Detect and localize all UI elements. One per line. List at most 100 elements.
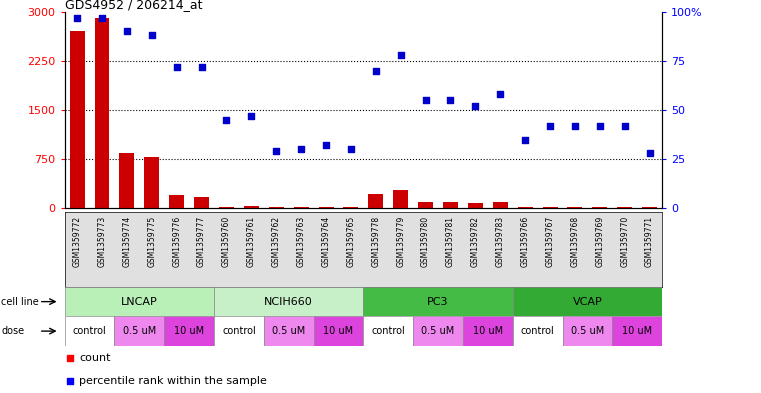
- Text: GSM1359761: GSM1359761: [247, 216, 256, 267]
- Point: [644, 150, 656, 156]
- Bar: [319, 207, 333, 208]
- Point: [569, 123, 581, 129]
- Text: 10 uM: 10 uM: [323, 326, 354, 336]
- Text: GSM1359770: GSM1359770: [620, 216, 629, 267]
- Bar: [413, 316, 463, 346]
- Point: [64, 354, 76, 361]
- Text: GSM1359767: GSM1359767: [546, 216, 555, 267]
- Text: percentile rank within the sample: percentile rank within the sample: [79, 376, 267, 386]
- Bar: [562, 316, 613, 346]
- Point: [96, 15, 108, 21]
- Bar: [214, 287, 364, 316]
- Text: count: count: [79, 353, 110, 363]
- Text: GSM1359778: GSM1359778: [371, 216, 380, 267]
- Bar: [244, 206, 259, 208]
- Text: 0.5 uM: 0.5 uM: [422, 326, 454, 336]
- Point: [544, 123, 556, 129]
- Point: [295, 146, 307, 152]
- Point: [64, 378, 76, 384]
- Bar: [65, 287, 214, 316]
- Text: dose: dose: [2, 326, 24, 336]
- Bar: [214, 316, 264, 346]
- Text: GSM1359774: GSM1359774: [123, 216, 132, 267]
- Text: GSM1359772: GSM1359772: [72, 216, 81, 267]
- Text: GSM1359769: GSM1359769: [595, 216, 604, 267]
- Point: [519, 136, 531, 143]
- Text: GSM1359781: GSM1359781: [446, 216, 455, 267]
- Bar: [219, 207, 234, 208]
- Text: GSM1359765: GSM1359765: [346, 216, 355, 267]
- Point: [419, 97, 431, 103]
- Bar: [617, 207, 632, 208]
- Text: GSM1359776: GSM1359776: [172, 216, 181, 267]
- Bar: [70, 31, 84, 208]
- Text: GSM1359760: GSM1359760: [222, 216, 231, 267]
- Text: GSM1359773: GSM1359773: [97, 216, 107, 267]
- Text: GSM1359779: GSM1359779: [396, 216, 405, 267]
- Bar: [114, 316, 164, 346]
- Text: 10 uM: 10 uM: [174, 326, 204, 336]
- Bar: [368, 194, 384, 208]
- Point: [245, 113, 257, 119]
- Bar: [513, 287, 662, 316]
- Point: [370, 68, 382, 74]
- Bar: [393, 190, 408, 208]
- Text: GSM1359763: GSM1359763: [297, 216, 306, 267]
- Text: 0.5 uM: 0.5 uM: [571, 326, 604, 336]
- Bar: [513, 316, 562, 346]
- Text: GSM1359766: GSM1359766: [521, 216, 530, 267]
- Bar: [194, 196, 209, 208]
- Text: 10 uM: 10 uM: [473, 326, 503, 336]
- Point: [170, 64, 183, 70]
- Text: control: control: [521, 326, 555, 336]
- Text: GSM1359771: GSM1359771: [645, 216, 654, 267]
- Bar: [164, 316, 214, 346]
- Point: [196, 64, 208, 70]
- Bar: [65, 316, 114, 346]
- Bar: [613, 316, 662, 346]
- Text: PC3: PC3: [427, 297, 449, 307]
- Bar: [264, 316, 314, 346]
- Point: [494, 91, 506, 97]
- Text: NCIH660: NCIH660: [264, 297, 313, 307]
- Text: control: control: [222, 326, 256, 336]
- Text: 0.5 uM: 0.5 uM: [123, 326, 156, 336]
- Point: [444, 97, 457, 103]
- Text: GDS4952 / 206214_at: GDS4952 / 206214_at: [65, 0, 202, 11]
- Point: [345, 146, 357, 152]
- Point: [594, 123, 606, 129]
- Point: [270, 148, 282, 154]
- Text: GSM1359775: GSM1359775: [148, 216, 156, 267]
- Text: GSM1359777: GSM1359777: [197, 216, 206, 267]
- Text: control: control: [73, 326, 107, 336]
- Bar: [463, 316, 513, 346]
- Bar: [443, 202, 458, 208]
- Text: 10 uM: 10 uM: [622, 326, 652, 336]
- Bar: [642, 207, 657, 208]
- Bar: [119, 152, 135, 208]
- Point: [221, 117, 233, 123]
- Point: [619, 123, 631, 129]
- Text: GSM1359764: GSM1359764: [322, 216, 330, 267]
- Bar: [364, 287, 513, 316]
- Bar: [343, 207, 358, 208]
- Text: 0.5 uM: 0.5 uM: [272, 326, 305, 336]
- Text: GSM1359780: GSM1359780: [421, 216, 430, 267]
- Text: LNCAP: LNCAP: [121, 297, 158, 307]
- Bar: [468, 203, 483, 208]
- Point: [320, 142, 332, 149]
- Bar: [364, 316, 413, 346]
- Bar: [314, 316, 364, 346]
- Text: GSM1359782: GSM1359782: [471, 216, 480, 267]
- Bar: [568, 207, 582, 208]
- Point: [71, 15, 83, 21]
- Point: [121, 28, 133, 35]
- Bar: [493, 202, 508, 208]
- Text: GSM1359783: GSM1359783: [495, 216, 505, 267]
- Bar: [418, 202, 433, 208]
- Bar: [94, 18, 110, 208]
- Point: [145, 32, 158, 39]
- Bar: [294, 207, 309, 208]
- Text: GSM1359762: GSM1359762: [272, 216, 281, 267]
- Point: [470, 103, 482, 109]
